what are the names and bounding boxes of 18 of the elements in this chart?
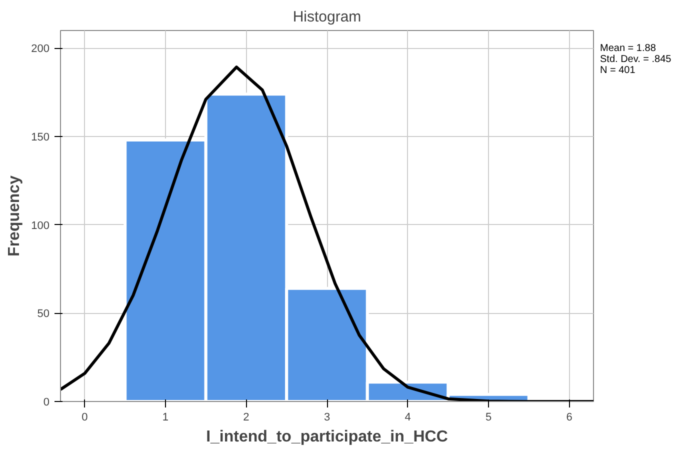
text: N = 401	[600, 65, 636, 76]
x-tick-label: 5	[485, 412, 492, 424]
text: Mean = 1.88	[600, 43, 656, 54]
y-tick-label: 100	[31, 220, 50, 232]
y-tick-label: 150	[31, 132, 50, 144]
y-tick-label: 50	[37, 308, 50, 320]
text: Std. Dev. = .845	[600, 54, 672, 65]
x-tick-label: 6	[566, 412, 572, 424]
x-tick-label: 4	[404, 412, 411, 424]
x-axis-title: I_intend_to_participate_in_HCC	[206, 428, 448, 446]
x-tick-label: 1	[162, 412, 169, 424]
x-tick-label: 0	[82, 412, 88, 424]
x-tick-label: 3	[324, 412, 330, 424]
y-tick-label: 200	[31, 43, 50, 56]
chart-title: Histogram	[292, 8, 362, 26]
y-tick-label: 0	[43, 396, 50, 408]
y-axis-title: Frequency	[6, 175, 24, 256]
x-tick-label: 2	[243, 412, 250, 424]
